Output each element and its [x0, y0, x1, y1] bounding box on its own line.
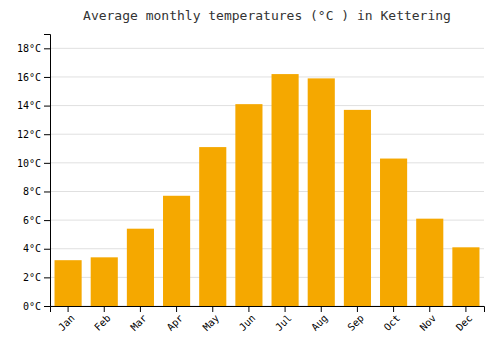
x-tick: May [201, 306, 222, 333]
y-tick-mark [44, 77, 50, 78]
bar [344, 110, 371, 306]
x-tick: Nov [418, 306, 439, 333]
y-tick-label: 8°C [23, 186, 41, 197]
bar [163, 196, 190, 306]
x-tick-label: Oct [382, 312, 403, 333]
x-tick: Mar [128, 306, 149, 333]
y-tick-label: 16°C [17, 72, 41, 83]
bar [272, 74, 299, 306]
x-tick: Apr [165, 306, 186, 333]
bar [235, 104, 262, 306]
x-axis-line [51, 307, 485, 313]
grid-line [50, 48, 484, 49]
x-tick-label: May [201, 312, 222, 333]
y-tick: 2°C [23, 272, 50, 283]
x-tick: Jun [237, 306, 258, 333]
chart: 0°C 2°C 4°C 6°C 8°C 10°C 12°C 14°C 16°C 18°C Jan Fe… [0, 0, 500, 350]
y-tick: 12°C [17, 129, 50, 140]
x-tick: Sep [345, 306, 366, 333]
x-tick-mark [104, 306, 105, 312]
x-tick-mark [140, 306, 141, 312]
bar [127, 229, 154, 306]
y-tick: 16°C [17, 72, 50, 83]
y-tick-mark [44, 191, 50, 192]
bar [199, 147, 226, 306]
y-tick: 10°C [17, 158, 50, 169]
x-tick: Jul [273, 306, 294, 333]
y-tick-mark [44, 249, 50, 250]
x-tick-label: Aug [309, 312, 330, 333]
y-tick-label: 12°C [17, 129, 41, 140]
x-tick: Aug [309, 306, 330, 333]
y-tick-label: 6°C [23, 215, 41, 226]
y-tick: 14°C [17, 100, 50, 111]
y-tick-mark [44, 48, 50, 49]
plot: 0°C 2°C 4°C 6°C 8°C 10°C 12°C 14°C 16°C 18°C Jan Fe… [17, 35, 485, 333]
x-tick-mark [393, 306, 394, 312]
y-tick-mark [44, 220, 50, 221]
bar [380, 159, 407, 306]
grid-line [50, 191, 484, 192]
x-tick-mark [176, 306, 177, 312]
title: Average monthly temperatures (°C ) in Ke… [83, 8, 451, 23]
x-tick-mark [285, 306, 286, 312]
x-tick-label: Jun [237, 312, 258, 333]
x-tick-label: Nov [418, 312, 439, 333]
y-tick-label: 4°C [23, 243, 41, 254]
y-tick-label: 10°C [17, 158, 41, 169]
y-tick-label: 18°C [17, 43, 41, 54]
x-tick-label: Apr [165, 312, 186, 333]
x-tick-label: Dec [454, 312, 475, 333]
bar [308, 78, 335, 306]
x-tick-mark [357, 306, 358, 312]
x-tick-label: Mar [128, 312, 149, 333]
y-tick: 6°C [23, 215, 50, 226]
grid-line [50, 105, 484, 106]
bar [416, 219, 443, 306]
y-axis: 0°C 2°C 4°C 6°C 8°C 10°C 12°C 14°C 16°C 18°C [17, 35, 51, 312]
y-tick-label: 2°C [23, 272, 41, 283]
grid-line [50, 134, 484, 135]
bar [55, 260, 82, 306]
y-tick-mark [44, 277, 50, 278]
x-tick-mark [212, 306, 213, 312]
x-tick-mark [248, 306, 249, 312]
x-tick: Oct [382, 306, 403, 333]
x-axis: Jan Feb Mar Apr May Jun Jul Aug Sep Oct Nov Dec [51, 306, 485, 333]
y-tick-mark [44, 306, 50, 307]
grid-line [50, 162, 484, 163]
y-tick-mark [44, 134, 50, 135]
y-axis-line [44, 35, 51, 307]
y-tick: 8°C [23, 186, 50, 197]
x-tick-mark [68, 306, 69, 312]
x-tick: Jan [56, 306, 77, 333]
x-tick: Feb [92, 306, 113, 333]
y-tick: 0°C [23, 301, 50, 312]
y-tick-label: 0°C [23, 301, 41, 312]
grid-line [50, 76, 484, 77]
grid [50, 48, 484, 306]
x-tick-label: Jan [56, 312, 77, 333]
x-tick-mark [465, 306, 466, 312]
y-tick-mark [44, 163, 50, 164]
bar [452, 247, 479, 306]
y-tick: 18°C [17, 43, 50, 54]
bars [55, 74, 480, 306]
y-tick: 4°C [23, 243, 50, 254]
x-tick-mark [429, 306, 430, 312]
x-tick-label: Sep [345, 312, 366, 333]
bar [91, 257, 118, 306]
x-tick-label: Jul [273, 312, 294, 333]
x-tick-label: Feb [92, 312, 113, 333]
x-tick-mark [321, 306, 322, 312]
y-tick-label: 14°C [17, 100, 41, 111]
x-tick: Dec [454, 306, 475, 333]
y-tick-mark [44, 106, 50, 107]
